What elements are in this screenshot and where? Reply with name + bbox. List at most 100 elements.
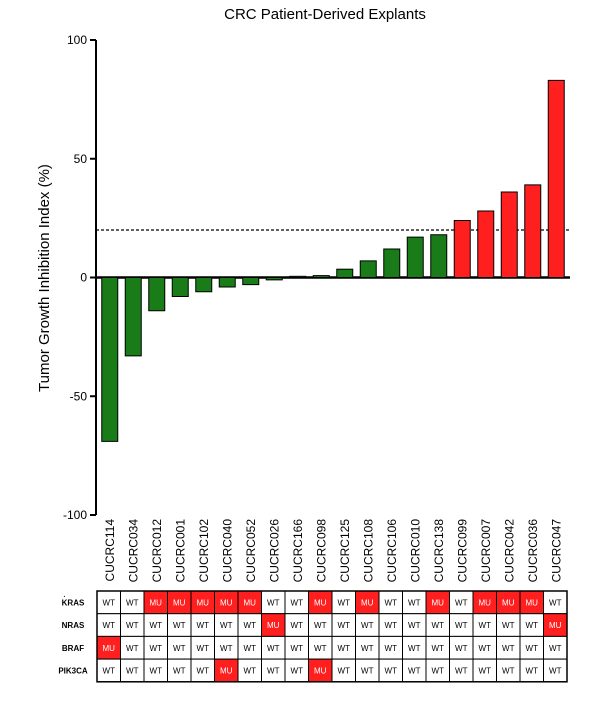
x-tick-label: CUCRC010: [408, 519, 422, 583]
table-cell-text: MU: [432, 598, 445, 607]
y-tick-label: 100: [67, 33, 87, 47]
bar: [524, 184, 542, 278]
table-cell-text: WT: [220, 621, 233, 630]
table-cell-text: WT: [455, 598, 468, 607]
table-cell-text: WT: [103, 666, 116, 675]
bar: [500, 191, 518, 278]
table-cell-text: WT: [173, 621, 186, 630]
x-tick-label: CUCRC026: [267, 519, 281, 583]
table-cell-text: WT: [502, 666, 515, 675]
table-cell-text: WT: [338, 666, 351, 675]
bar: [312, 275, 330, 279]
gene-label: KRAS: [62, 598, 85, 607]
table-cell-text: WT: [244, 666, 257, 675]
x-tick-label: CUCRC042: [502, 519, 516, 583]
bar: [148, 277, 166, 312]
bar: [195, 277, 213, 293]
table-cell-text: WT: [408, 666, 421, 675]
table-cell-text: WT: [526, 621, 539, 630]
table-cell-text: MU: [244, 598, 257, 607]
bar: [336, 268, 354, 278]
table-cell-text: MU: [220, 598, 233, 607]
table-cell-text: MU: [361, 598, 374, 607]
gene-label: NRAS: [62, 621, 85, 630]
table-cell-text: WT: [291, 621, 304, 630]
table-cell-text: MU: [526, 598, 539, 607]
table-cell-text: WT: [502, 621, 515, 630]
y-tick-label: -50: [70, 389, 88, 403]
bar: [453, 220, 471, 278]
gene-label: BRAF: [62, 644, 84, 653]
table-cell-text: WT: [197, 644, 210, 653]
table-cell-text: WT: [338, 621, 351, 630]
x-tick-label: CUCRC007: [479, 519, 493, 583]
x-tick-label: CUCRC138: [432, 519, 446, 583]
table-cell-text: WT: [267, 598, 280, 607]
x-tick-label: CUCRC040: [220, 519, 234, 583]
bar: [171, 277, 189, 297]
table-cell-text: WT: [150, 666, 163, 675]
table-cell-text: WT: [549, 644, 562, 653]
table-cell-text: WT: [314, 644, 327, 653]
table-cell-text: WT: [385, 621, 398, 630]
table-cell-text: MU: [103, 644, 116, 653]
table-cell-text: WT: [526, 666, 539, 675]
table-cell-text: WT: [197, 621, 210, 630]
table-cell-text: WT: [526, 644, 539, 653]
y-tick-label: 50: [74, 152, 88, 166]
bar: [406, 236, 424, 278]
table-cell-text: WT: [408, 621, 421, 630]
table-cell-text: MU: [314, 666, 327, 675]
table-cell-text: WT: [385, 666, 398, 675]
table-cell-text: WT: [408, 598, 421, 607]
table-cell-text: WT: [314, 621, 327, 630]
table-cell-text: WT: [291, 666, 304, 675]
y-tick-label: 0: [80, 271, 87, 285]
x-tick-label: CUCRC099: [455, 519, 469, 583]
bar: [265, 277, 283, 281]
table-cell-text: WT: [455, 666, 468, 675]
x-tick-label: CUCRC012: [150, 519, 164, 583]
table-cell-text: WT: [549, 598, 562, 607]
bar: [359, 260, 377, 278]
bar: [242, 277, 260, 286]
table-cell-text: WT: [385, 598, 398, 607]
table-corner-mark: .: [63, 589, 66, 600]
x-tick-label: CUCRC125: [338, 519, 352, 583]
table-cell-text: MU: [197, 598, 210, 607]
table-cell-text: WT: [244, 644, 257, 653]
table-cell-text: WT: [126, 621, 139, 630]
table-cell-text: WT: [173, 644, 186, 653]
table-cell-text: WT: [220, 644, 233, 653]
table-cell-text: MU: [267, 621, 280, 630]
x-tick-label: CUCRC047: [549, 519, 563, 583]
table-cell-text: MU: [479, 598, 492, 607]
table-cell-text: WT: [432, 644, 445, 653]
x-tick-label: CUCRC001: [173, 519, 187, 583]
x-tick-label: CUCRC034: [126, 519, 140, 583]
table-cell-text: WT: [338, 644, 351, 653]
bar: [124, 277, 142, 357]
table-cell-text: WT: [197, 666, 210, 675]
bar: [101, 277, 119, 442]
table-cell-text: WT: [150, 644, 163, 653]
table-cell-text: WT: [549, 666, 562, 675]
table-cell-text: WT: [479, 666, 492, 675]
table-cell-text: WT: [432, 621, 445, 630]
table-cell-text: MU: [549, 621, 562, 630]
x-tick-label: CUCRC106: [385, 519, 399, 583]
table-cell-text: MU: [173, 598, 186, 607]
table-cell-text: MU: [150, 598, 163, 607]
table-cell-text: MU: [314, 598, 327, 607]
table-cell-text: WT: [267, 666, 280, 675]
gene-label: PIK3CA: [58, 666, 88, 675]
x-tick-labels: CUCRC114 CUCRC034 CUCRC012 CUCRC001 CUCRC102…: [103, 519, 564, 583]
table-cell-text: WT: [455, 644, 468, 653]
table-cell-text: WT: [126, 644, 139, 653]
table-cell-text: MU: [220, 666, 233, 675]
table-cell-text: WT: [126, 666, 139, 675]
table-cell-text: WT: [361, 621, 374, 630]
bar: [547, 79, 565, 278]
table-cell-text: WT: [291, 598, 304, 607]
